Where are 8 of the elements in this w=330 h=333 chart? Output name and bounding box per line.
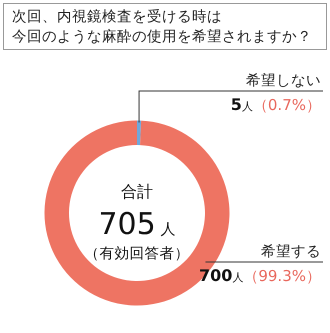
data-label: 5人（0.7%） — [230, 95, 321, 114]
chart-subtitle: 今回のような麻酔の使用を希望されますか？ — [12, 28, 312, 45]
chart-title: 次回、内視鏡検査を受ける時は — [12, 8, 222, 25]
slice-label: 希望しない — [246, 72, 321, 89]
text: （有効回答者） — [84, 245, 190, 262]
donut-slice — [137, 120, 142, 146]
text: 合計 — [121, 182, 153, 201]
slice-label: 希望する — [261, 243, 321, 260]
